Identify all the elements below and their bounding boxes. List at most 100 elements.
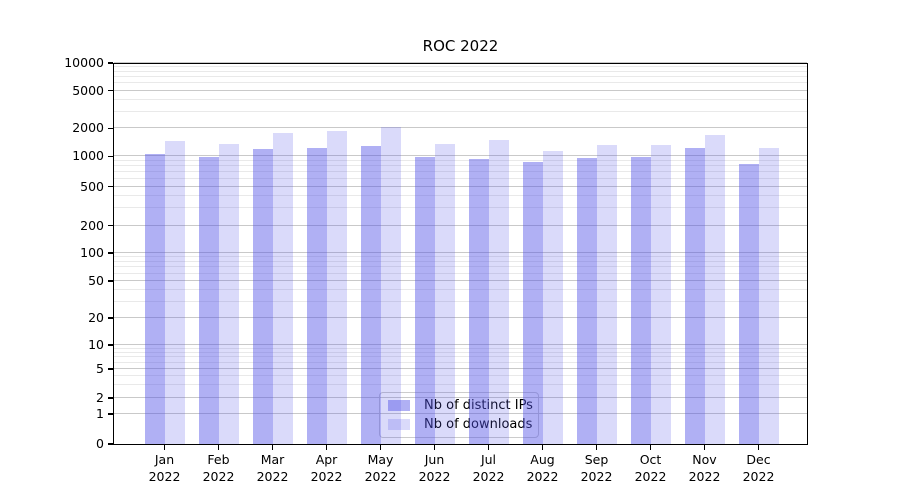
- bar-distinct-ips-mar: [252, 148, 273, 444]
- minor-gridline: [114, 356, 807, 358]
- major-gridline: [114, 280, 807, 281]
- minor-gridline: [114, 165, 807, 167]
- x-tick-mark: [433, 445, 436, 450]
- x-tick-mark: [217, 445, 220, 450]
- x-tick-mark: [649, 445, 652, 450]
- x-tick-label: Feb 2022: [202, 452, 235, 484]
- minor-gridline: [114, 266, 807, 268]
- bar-distinct-ips-may: [360, 146, 381, 444]
- bar-downloads-apr: [326, 130, 347, 444]
- minor-gridline: [114, 289, 807, 291]
- minor-gridline: [114, 256, 807, 258]
- x-tick-label: Jan 2022: [148, 452, 181, 484]
- y-tick-mark: [108, 280, 113, 282]
- bar-distinct-ips-dec: [738, 163, 759, 444]
- legend-item-distinct-ips: Nb of distinct IPs: [388, 398, 533, 413]
- minor-gridline: [114, 110, 807, 112]
- y-tick-mark: [108, 90, 113, 92]
- plot-area: Nb of distinct IPs Nb of downloads: [113, 62, 808, 445]
- minor-gridline: [114, 384, 807, 386]
- y-tick-label: 2: [96, 390, 104, 405]
- major-gridline: [114, 252, 807, 253]
- x-tick-label: Jun 2022: [418, 452, 451, 484]
- y-tick-mark: [108, 317, 113, 319]
- x-tick-label: Apr 2022: [310, 452, 343, 484]
- legend-item-downloads: Nb of downloads: [388, 417, 532, 432]
- x-tick-label: Dec 2022: [742, 452, 775, 484]
- minor-gridline: [114, 159, 807, 161]
- bar-distinct-ips-jun: [414, 157, 435, 444]
- y-tick-label: 1000: [72, 148, 104, 164]
- x-tick-label: Mar 2022: [256, 452, 289, 484]
- x-tick-mark: [379, 445, 382, 450]
- x-tick-mark: [541, 445, 544, 450]
- y-tick-label: 5: [96, 361, 104, 376]
- bar-downloads-nov: [704, 134, 725, 444]
- major-gridline: [114, 317, 807, 318]
- x-tick-mark: [163, 445, 166, 450]
- y-tick-label: 10: [88, 337, 104, 352]
- minor-gridline: [114, 195, 807, 197]
- legend: Nb of distinct IPs Nb of downloads: [379, 392, 539, 438]
- bar-distinct-ips-feb: [198, 157, 219, 444]
- x-tick-label: Aug 2022: [526, 452, 559, 484]
- bar-distinct-ips-jul: [468, 158, 489, 444]
- y-tick-mark: [108, 186, 113, 188]
- y-tick-label: 100: [80, 245, 104, 260]
- bar-downloads-jul: [488, 139, 509, 444]
- minor-gridline: [114, 272, 807, 274]
- x-tick-mark: [271, 445, 274, 450]
- y-tick-mark: [108, 413, 113, 415]
- y-tick-mark: [108, 443, 113, 445]
- minor-gridline: [114, 170, 807, 172]
- x-tick-label: Sep 2022: [580, 452, 613, 484]
- bar-downloads-feb: [218, 144, 239, 444]
- minor-gridline: [114, 361, 807, 363]
- y-tick-label: 50: [88, 273, 104, 288]
- legend-swatch-distinct-ips: [388, 400, 410, 411]
- y-tick-label: 0: [96, 436, 104, 451]
- y-tick-mark: [108, 252, 113, 254]
- x-tick-mark: [757, 445, 760, 450]
- major-gridline: [114, 62, 807, 63]
- legend-label-distinct-ips: Nb of distinct IPs: [424, 398, 533, 413]
- major-gridline: [114, 127, 807, 129]
- minor-gridline: [114, 351, 807, 353]
- bar-downloads-may: [380, 126, 401, 444]
- y-tick-mark: [108, 62, 113, 64]
- bar-distinct-ips-aug: [522, 162, 543, 444]
- x-tick-label: May 2022: [364, 452, 397, 484]
- major-gridline: [114, 224, 807, 226]
- bar-downloads-dec: [758, 147, 779, 444]
- bar-downloads-mar: [272, 133, 293, 444]
- y-tick-mark: [108, 344, 113, 346]
- bar-downloads-aug: [542, 150, 563, 444]
- minor-gridline: [114, 347, 807, 349]
- legend-swatch-downloads: [388, 419, 410, 430]
- major-gridline: [114, 413, 807, 414]
- major-gridline: [114, 344, 807, 345]
- minor-gridline: [114, 261, 807, 263]
- major-gridline: [114, 155, 807, 157]
- major-gridline: [114, 397, 807, 398]
- major-gridline: [114, 89, 807, 91]
- x-tick-label: Jul 2022: [472, 452, 505, 484]
- minor-gridline: [114, 300, 807, 302]
- minor-gridline: [114, 82, 807, 84]
- y-tick-mark: [108, 155, 113, 157]
- bar-downloads-jan: [164, 141, 185, 444]
- y-tick-label: 500: [80, 178, 104, 194]
- minor-gridline: [114, 375, 807, 377]
- minor-gridline: [114, 98, 807, 100]
- bar-distinct-ips-apr: [306, 147, 327, 444]
- minor-gridline: [114, 177, 807, 179]
- y-tick-label: 200: [80, 217, 104, 233]
- x-tick-mark: [487, 445, 490, 450]
- bar-distinct-ips-jan: [144, 153, 165, 444]
- y-tick-label: 5000: [72, 82, 104, 98]
- x-tick-mark: [703, 445, 706, 450]
- bar-distinct-ips-sep: [576, 157, 597, 444]
- y-tick-mark: [108, 224, 113, 227]
- y-tick-label: 2000: [72, 120, 104, 136]
